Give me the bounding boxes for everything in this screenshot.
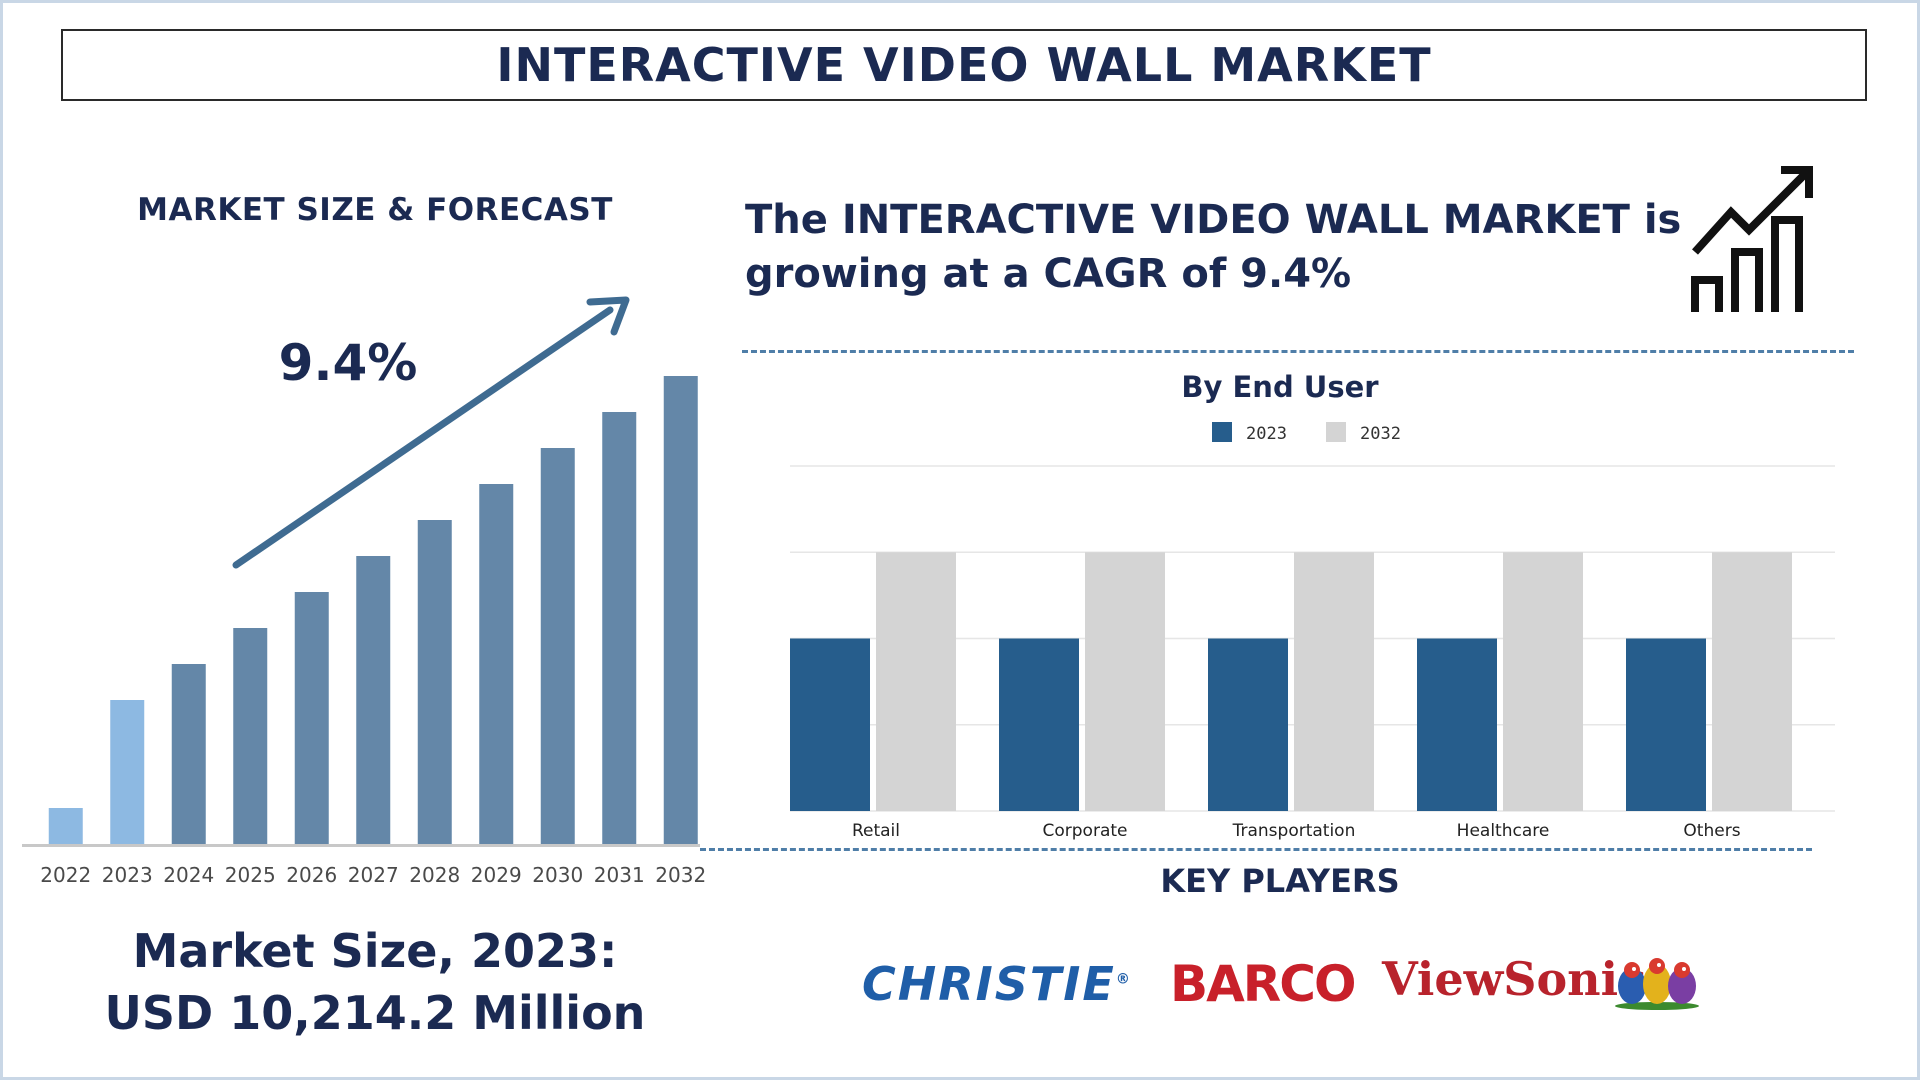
market-size-line1: Market Size, 2023: [132, 924, 618, 978]
forecast-tick-label: 2024 [163, 863, 214, 887]
end-user-bar-2023 [1417, 638, 1497, 811]
end-user-bar-2023 [1626, 638, 1706, 811]
market-forecast-chart: 2022 2023 2024 2025 2026 2027 2028 2029 2030 2031… [22, 296, 706, 887]
title-banner: INTERACTIVE VIDEO WALL MARKET [61, 29, 1867, 101]
legend-swatch-2023 [1212, 422, 1232, 442]
end-user-category-label: Transportation [1232, 821, 1356, 841]
forecast-bar [171, 664, 206, 844]
viewsonic-logo-text: ViewSonic [1382, 952, 1647, 1006]
end-user-bar-2032 [1712, 552, 1792, 811]
forecast-tick-label: 2027 [348, 863, 399, 887]
forecast-tick-label: 2028 [409, 863, 460, 887]
page-title: INTERACTIVE VIDEO WALL MARKET [496, 38, 1432, 92]
cagr-statement: The INTERACTIVE VIDEO WALL MARKET is gro… [745, 193, 1695, 301]
forecast-tick-label: 2023 [102, 863, 153, 887]
christie-registered-mark: ® [1115, 971, 1132, 988]
christie-logo: CHRISTIE® [862, 957, 1132, 1011]
cagr-line1: The INTERACTIVE VIDEO WALL MARKET is [745, 197, 1682, 243]
end-user-category-label: Healthcare [1457, 821, 1550, 841]
end-user-category-label: Others [1683, 821, 1740, 841]
end-user-chart-title: By End User [1181, 370, 1379, 404]
end-user-bar-2032 [1294, 552, 1374, 811]
forecast-bar [233, 628, 268, 844]
growth-chart-icon [1691, 166, 1813, 312]
forecast-bar [48, 808, 83, 844]
forecast-tick-label: 2032 [655, 863, 706, 887]
viewsonic-birds-icon [1615, 958, 1699, 1010]
forecast-tick-label: 2030 [532, 863, 583, 887]
forecast-bar [417, 520, 452, 844]
section-divider-top [742, 350, 1854, 353]
legend-label-2023: 2023 [1246, 424, 1287, 444]
legend-swatch-2032 [1326, 422, 1346, 442]
forecast-tick-label: 2025 [225, 863, 276, 887]
growth-rate-label: 9.4% [279, 334, 418, 392]
forecast-bar [110, 700, 145, 844]
section-divider-bottom [700, 848, 1812, 851]
end-user-category-label: Corporate [1043, 821, 1128, 841]
end-user-bar-2032 [1503, 552, 1583, 811]
key-players-heading: KEY PLAYERS [1160, 862, 1400, 900]
end-user-chart: By End User 2023 2032 Retail Corporate Transp… [790, 370, 1835, 841]
market-size-label: Market Size, 2023: USD 10,214.2 Million [0, 920, 750, 1044]
growth-arrow-head [586, 296, 630, 336]
market-size-line2: USD 10,214.2 Million [104, 986, 646, 1040]
end-user-bar-2032 [876, 552, 956, 811]
forecast-bar [479, 484, 514, 844]
barco-logo: BARCO [1170, 955, 1357, 1013]
forecast-bar [294, 592, 329, 844]
forecast-bar [602, 412, 637, 844]
christie-logo-text: CHRISTIE [862, 957, 1116, 1011]
legend-label-2032: 2032 [1360, 424, 1401, 444]
forecast-tick-label: 2026 [286, 863, 337, 887]
forecast-tick-label: 2031 [594, 863, 645, 887]
end-user-bar-2032 [1085, 552, 1165, 811]
forecast-bar [540, 448, 575, 844]
market-size-forecast-heading: MARKET SIZE & FORECAST [137, 192, 613, 228]
forecast-bar [356, 556, 391, 844]
end-user-bar-2023 [790, 638, 870, 811]
growth-arrow-shaft [232, 306, 614, 569]
forecast-tick-label: 2022 [40, 863, 91, 887]
forecast-bar [663, 376, 698, 844]
cagr-line2: growing at a CAGR of 9.4% [745, 251, 1352, 297]
end-user-category-label: Retail [852, 821, 900, 841]
end-user-bar-2023 [999, 638, 1079, 811]
end-user-bar-2023 [1208, 638, 1288, 811]
forecast-tick-label: 2029 [471, 863, 522, 887]
